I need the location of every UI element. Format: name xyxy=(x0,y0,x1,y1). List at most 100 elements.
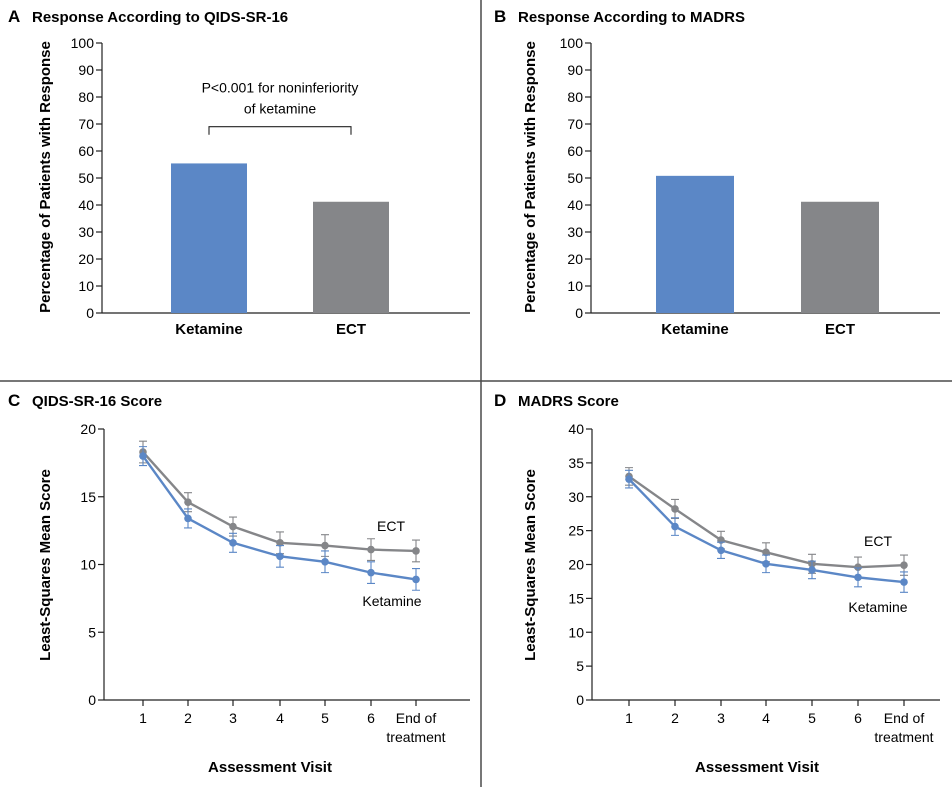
panel-c-point-ketamine xyxy=(412,575,420,584)
panel-b-bar-ketamine xyxy=(656,175,734,313)
panel-d-y-tick-label: 5 xyxy=(576,658,584,674)
panel-c-y-tick-label: 20 xyxy=(80,421,96,437)
panel-d-x-tick-label: 4 xyxy=(762,710,770,726)
panel-b-y-tick-label: 80 xyxy=(567,89,583,105)
panel-a-y-tick-label: 50 xyxy=(78,170,94,186)
panel-c-x-tick-label: 3 xyxy=(229,710,237,726)
panel-c-x-tick-label: 4 xyxy=(276,710,284,726)
panel-d-point-ect xyxy=(900,561,908,569)
panel-c-point-ketamine xyxy=(139,452,147,460)
panel-a-title: Response According to QIDS-SR-16 xyxy=(32,9,288,26)
panel-d-y-tick-label: 0 xyxy=(576,692,584,708)
panel-d-x-tick-label: 2 xyxy=(671,710,679,726)
panel-d-point-ketamine xyxy=(854,573,862,582)
panel-c-y-tick-label: 5 xyxy=(88,624,96,640)
panel-d-y-tick-label: 35 xyxy=(568,455,584,471)
panel-a-category-label: ECT xyxy=(336,321,366,338)
panel-a-y-axis-title: Percentage of Patients with Response xyxy=(37,41,54,313)
panel-b-y-tick-label: 60 xyxy=(567,143,583,159)
panel-d-y-axis-title: Least-Squares Mean Score xyxy=(522,469,539,661)
panel-a-y-tick-label: 30 xyxy=(78,224,94,240)
panel-a-y-tick-label: 90 xyxy=(78,62,94,78)
panel-d-point-ect xyxy=(854,563,862,572)
panel-b-y-tick-label: 100 xyxy=(560,35,584,51)
panel-d-y-tick-label: 15 xyxy=(568,590,584,606)
panel-d-y-tick-label: 20 xyxy=(568,557,584,573)
panel-d-y-tick-label: 30 xyxy=(568,489,584,505)
panel-a-y-tick-label: 80 xyxy=(78,89,94,105)
panel-b-y-tick-label: 30 xyxy=(567,224,583,240)
panel-c-point-ect xyxy=(276,539,284,547)
panel-d-point-ketamine xyxy=(762,560,770,568)
panel-d-point-ketamine xyxy=(625,475,633,483)
panel-c-y-tick-label: 0 xyxy=(88,692,96,708)
panel-d-point-ketamine xyxy=(671,522,679,531)
panel-b-y-tick-label: 10 xyxy=(567,278,583,294)
panel-d-y-tick-label: 10 xyxy=(568,624,584,640)
panel-c-point-ketamine xyxy=(367,568,375,577)
panel-d-point-ketamine xyxy=(717,546,725,555)
panel-c-x-tick-label: 6 xyxy=(367,710,375,726)
panel-d-point-ect xyxy=(671,505,679,513)
panel-d-letter: D xyxy=(494,391,506,410)
panel-d-x-tick-label: End of xyxy=(884,710,925,726)
panel-a-y-tick-label: 0 xyxy=(86,305,94,321)
panel-c-y-tick-label: 15 xyxy=(80,489,96,505)
panel-c-x-tick-label: 1 xyxy=(139,710,147,726)
panel-c-letter: C xyxy=(8,391,20,410)
panel-c-x-tick-label: 5 xyxy=(321,710,329,726)
panel-c-point-ect xyxy=(412,547,420,555)
panel-d-x-tick-label: 3 xyxy=(717,710,725,726)
panel-b-bar-ect xyxy=(801,201,879,313)
panel-d-point-ect xyxy=(762,548,770,557)
panel-c-series-label-ketamine: Ketamine xyxy=(362,593,421,609)
panel-b-y-tick-label: 50 xyxy=(567,170,583,186)
panel-a-annotation-line2: of ketamine xyxy=(244,101,317,117)
panel-a-y-tick-label: 20 xyxy=(78,251,94,267)
panel-d-series-label-ketamine: Ketamine xyxy=(848,599,907,615)
panel-c-x-tick-label: End of xyxy=(396,710,437,726)
panel-b-y-tick-label: 90 xyxy=(567,62,583,78)
panel-d-title: MADRS Score xyxy=(518,393,619,410)
panel-c-y-axis-title: Least-Squares Mean Score xyxy=(37,469,54,661)
panel-c-point-ketamine xyxy=(184,514,192,523)
panel-d-y-tick-label: 40 xyxy=(568,421,584,437)
panel-d-x-axis-title: Assessment Visit xyxy=(695,759,819,776)
panel-c-x-axis-title: Assessment Visit xyxy=(208,759,332,776)
panel-a-y-tick-label: 70 xyxy=(78,116,94,132)
panel-b-category-label: Ketamine xyxy=(661,321,729,338)
panel-d-x-tick-label: 1 xyxy=(625,710,633,726)
panel-a-y-tick-label: 40 xyxy=(78,197,94,213)
panel-d-series-label-ect: ECT xyxy=(864,533,892,549)
panel-a-annotation-line1: P<0.001 for noninferiority xyxy=(202,80,359,96)
panel-c-series-label-ect: ECT xyxy=(377,518,405,534)
panel-c-point-ketamine xyxy=(276,552,284,561)
panel-b-y-tick-label: 0 xyxy=(575,305,583,321)
panel-d-x-tick-label: treatment xyxy=(874,729,933,745)
panel-a-letter: A xyxy=(8,7,20,26)
panel-d-point-ketamine xyxy=(808,566,816,574)
panel-b-y-axis-title: Percentage of Patients with Response xyxy=(522,41,539,313)
panel-b-letter: B xyxy=(494,7,506,26)
panel-b-category-label: ECT xyxy=(825,321,855,338)
panel-c-point-ect xyxy=(184,498,192,506)
panel-b-title: Response According to MADRS xyxy=(518,9,745,26)
panel-c-point-ketamine xyxy=(321,557,329,566)
panel-a-bar-ect xyxy=(313,201,389,313)
panel-b-y-tick-label: 70 xyxy=(567,116,583,132)
panel-a-y-tick-label: 60 xyxy=(78,143,94,159)
panel-a-y-tick-label: 100 xyxy=(71,35,95,51)
panel-c-point-ect xyxy=(229,522,237,531)
panel-a-significance-bracket xyxy=(208,126,352,135)
panel-b-y-tick-label: 20 xyxy=(567,251,583,267)
panel-c-x-tick-label: 2 xyxy=(184,710,192,726)
panel-c-title: QIDS-SR-16 Score xyxy=(32,393,162,410)
panel-d-y-tick-label: 25 xyxy=(568,523,584,539)
panel-d-x-tick-label: 6 xyxy=(854,710,862,726)
panel-b-y-tick-label: 40 xyxy=(567,197,583,213)
panel-c-point-ect xyxy=(367,545,375,554)
panel-a-bar-ketamine xyxy=(171,163,247,313)
panel-c-y-tick-label: 10 xyxy=(80,557,96,573)
panel-d-point-ketamine xyxy=(900,578,908,586)
